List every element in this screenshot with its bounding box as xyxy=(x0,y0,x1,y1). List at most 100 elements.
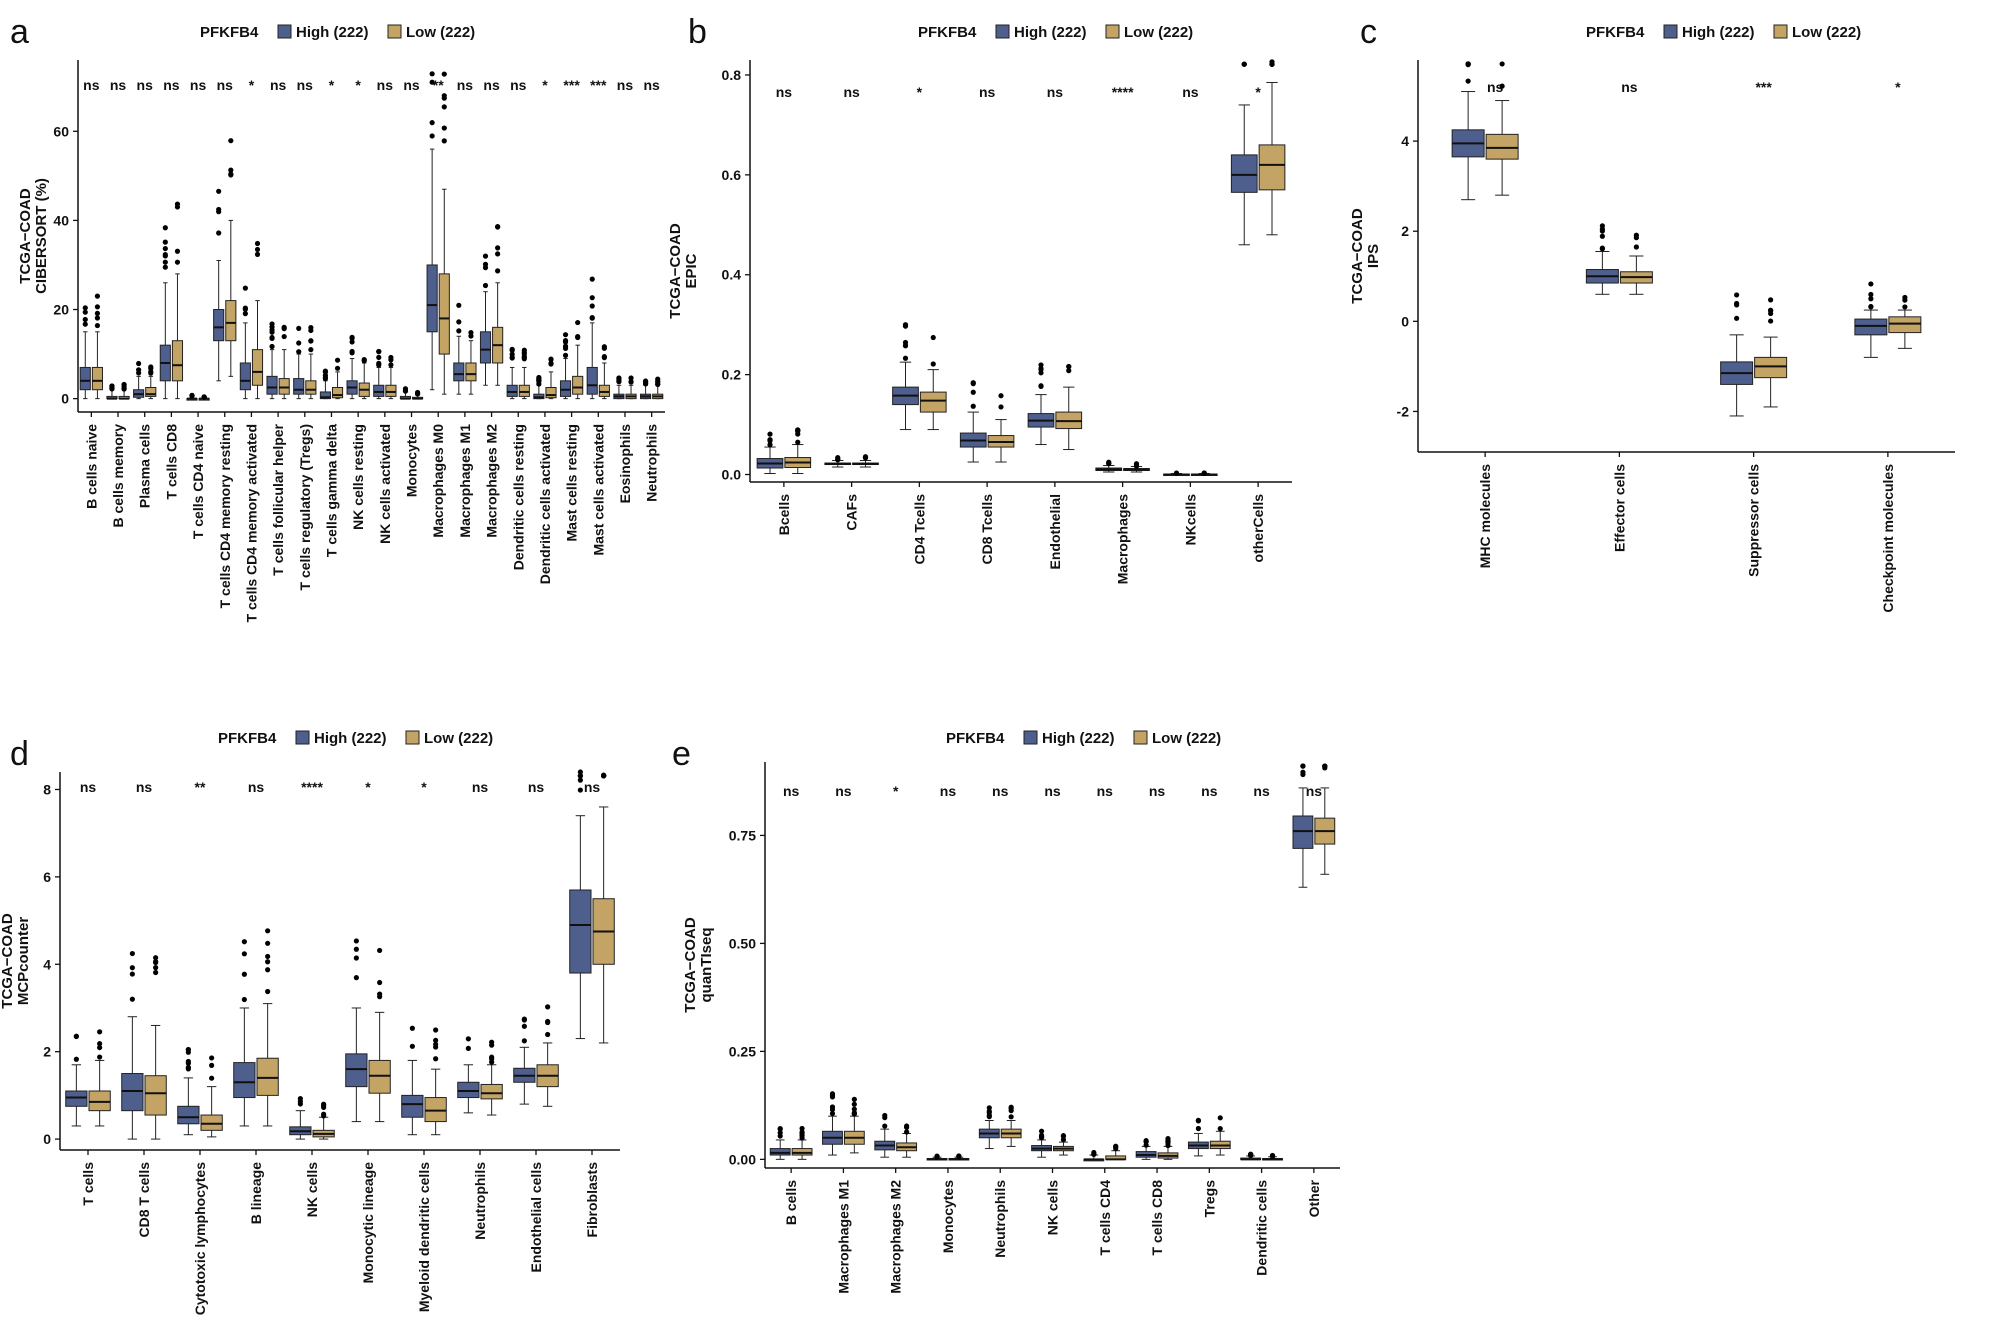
x-tick-label: otherCells xyxy=(1250,494,1266,563)
outlier-point xyxy=(986,1105,992,1111)
significance-label: * xyxy=(917,84,923,100)
outlier-point xyxy=(185,1049,191,1055)
box-low xyxy=(948,1153,970,1161)
outlier-point xyxy=(162,225,168,231)
box-low xyxy=(118,381,130,400)
box-low xyxy=(852,454,879,468)
box-high xyxy=(569,769,592,1040)
box-iqr xyxy=(368,1059,391,1094)
outlier-point xyxy=(414,391,421,397)
outlier-point xyxy=(1143,1138,1149,1144)
box-iqr xyxy=(791,1148,813,1156)
box-high xyxy=(345,938,368,1123)
outlier-point xyxy=(589,295,595,301)
outlier-point xyxy=(148,370,154,376)
panel-letter: a xyxy=(10,13,29,51)
outlier-point xyxy=(468,329,474,336)
box-iqr xyxy=(572,375,584,395)
outlier-point xyxy=(1633,244,1639,250)
box-iqr xyxy=(239,362,251,391)
x-tick-label: T cells CD4 memory resting xyxy=(217,424,233,608)
y-axis-title-line1: TCGA−COAD xyxy=(1349,208,1366,304)
box-high xyxy=(293,325,305,400)
box-high xyxy=(822,1091,843,1156)
significance-label: ns xyxy=(617,77,634,93)
x-tick-label: Neutrophils xyxy=(992,1180,1008,1258)
outlier-point xyxy=(562,339,569,345)
outlier-point xyxy=(1734,315,1740,321)
outlier-point xyxy=(1133,463,1140,469)
panel-letter: e xyxy=(672,735,691,773)
outlier-point xyxy=(575,334,581,340)
outlier-point xyxy=(509,346,515,352)
x-tick-label: Effector cells xyxy=(1611,464,1627,552)
box-low xyxy=(412,389,424,400)
significance-label: * xyxy=(542,77,548,93)
outlier-point xyxy=(241,971,247,977)
panel-d: d PFKFB4 High (222) Low (222) 0 2 4 6 8 TCGA−COAD… xyxy=(0,730,620,1315)
outlier-point xyxy=(521,1017,527,1023)
y-tick-label: 0.50 xyxy=(729,935,756,951)
outlier-point xyxy=(1195,1125,1201,1132)
outlier-point xyxy=(589,276,595,282)
box-high xyxy=(513,1016,536,1105)
outlier-point xyxy=(216,230,222,236)
x-tick-label: Endothelial cells xyxy=(528,1162,544,1273)
box-high xyxy=(233,939,256,1127)
outlier-point xyxy=(377,979,383,986)
box-low xyxy=(1123,461,1150,473)
box-high xyxy=(1854,281,1888,358)
outlier-point xyxy=(1091,1151,1097,1157)
outlier-point xyxy=(642,379,649,385)
x-tick-label: NK cells xyxy=(304,1162,320,1217)
significance-label: ns xyxy=(136,779,153,795)
outlier-point xyxy=(1734,292,1740,298)
box-iqr xyxy=(480,1083,503,1100)
x-tick-label: Monocytic lineage xyxy=(360,1162,376,1284)
box-iqr xyxy=(213,309,225,342)
outlier-point xyxy=(361,358,367,364)
outlier-point xyxy=(489,1054,495,1060)
outlier-point xyxy=(777,1133,783,1139)
box-iqr xyxy=(373,384,385,397)
outlier-point xyxy=(209,1055,215,1061)
outlier-point xyxy=(1008,1108,1014,1114)
box-low xyxy=(843,1096,865,1154)
outlier-point xyxy=(934,1154,940,1160)
outlier-point xyxy=(254,251,261,257)
outlier-point xyxy=(851,1096,857,1102)
significance-label: ns xyxy=(783,783,800,799)
outlier-point xyxy=(97,1044,103,1051)
significance-label: ns xyxy=(992,783,1009,799)
outlier-point xyxy=(1499,83,1505,89)
box-low xyxy=(424,1027,447,1136)
outlier-point xyxy=(1599,233,1605,239)
outlier-point xyxy=(1465,78,1471,84)
box-high xyxy=(159,225,171,400)
outlier-point xyxy=(482,253,489,259)
outlier-point xyxy=(1165,1140,1171,1146)
box-high xyxy=(1230,61,1258,246)
box-low xyxy=(625,375,637,400)
outlier-point xyxy=(970,389,976,395)
box-high xyxy=(1031,1128,1052,1158)
box-iqr xyxy=(598,384,610,397)
outlier-point xyxy=(1599,228,1605,234)
outlier-point xyxy=(353,975,359,981)
outlier-point xyxy=(121,381,127,388)
legend-swatch-high xyxy=(1663,24,1678,39)
box-low xyxy=(200,1055,223,1138)
box-high xyxy=(506,346,518,400)
outlier-point xyxy=(495,268,501,274)
outlier-point xyxy=(489,1042,495,1048)
outlier-point xyxy=(589,303,595,309)
legend-label-high: High (222) xyxy=(1042,730,1115,747)
outlier-point xyxy=(799,1125,805,1132)
outlier-point xyxy=(265,959,271,965)
box-high xyxy=(586,276,598,400)
y-axis-title: TCGA−COAD IPS xyxy=(1349,208,1382,304)
significance-label: **** xyxy=(1112,84,1134,100)
outlier-point xyxy=(441,104,447,110)
outlier-point xyxy=(265,988,271,995)
outlier-point xyxy=(1599,246,1605,252)
